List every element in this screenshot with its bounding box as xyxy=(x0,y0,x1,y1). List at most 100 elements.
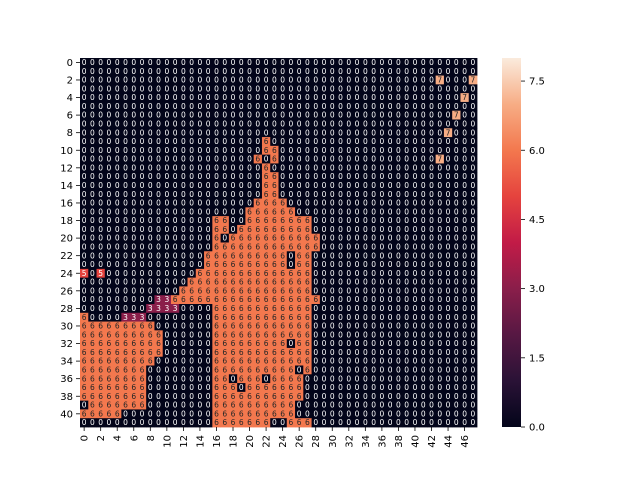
heatmap-cell xyxy=(187,418,197,428)
heatmap-cell xyxy=(468,101,478,112)
heatmap-cell-label: 0 xyxy=(313,392,318,401)
heatmap-cell xyxy=(352,154,362,164)
heatmap-cell-label: 0 xyxy=(115,67,120,76)
heatmap-cell xyxy=(435,347,445,358)
heatmap-cell xyxy=(286,418,296,428)
heatmap-cell xyxy=(386,409,395,419)
heatmap-cell-label: 0 xyxy=(322,67,327,76)
heatmap-cell-label: 0 xyxy=(214,172,219,181)
heatmap-cell xyxy=(195,233,205,243)
heatmap-cell-label: 0 xyxy=(181,207,186,216)
heatmap-cell-label: 0 xyxy=(156,242,161,251)
heatmap-cell xyxy=(137,198,147,208)
heatmap-cell-label: 0 xyxy=(454,93,459,102)
heatmap-cell-label: 0 xyxy=(338,339,343,348)
heatmap-cell xyxy=(394,383,403,393)
heatmap-cell xyxy=(377,154,387,164)
heatmap-cell-label: 0 xyxy=(280,67,285,76)
heatmap-cell xyxy=(170,347,180,358)
heatmap-cell-label: 0 xyxy=(429,374,434,383)
heatmap-cell-label: 0 xyxy=(363,322,368,331)
heatmap-cell-label: 0 xyxy=(173,286,178,295)
heatmap-cell xyxy=(187,216,197,226)
heatmap-cell-label: 0 xyxy=(115,163,120,172)
heatmap-cell xyxy=(344,365,354,375)
heatmap-cell-label: 0 xyxy=(338,401,343,410)
heatmap-cell xyxy=(386,295,395,305)
heatmap-cell-label: 0 xyxy=(363,278,368,287)
heatmap-cell xyxy=(170,242,180,252)
heatmap-cell xyxy=(427,347,437,358)
heatmap-cell-label: 0 xyxy=(421,128,426,137)
heatmap-cell-label: 6 xyxy=(107,339,112,348)
heatmap-cell xyxy=(137,400,147,410)
heatmap-cell-label: 6 xyxy=(131,392,136,401)
heatmap-cell-label: 0 xyxy=(421,137,426,146)
heatmap-cell xyxy=(394,391,403,402)
heatmap-cell xyxy=(104,101,114,112)
heatmap-cell-label: 0 xyxy=(255,84,260,93)
heatmap-cell-label: 0 xyxy=(421,234,426,243)
heatmap-cell-label: 0 xyxy=(214,84,219,93)
heatmap-cell xyxy=(468,295,478,305)
heatmap-cell xyxy=(253,312,263,322)
heatmap-cell-label: 0 xyxy=(462,58,467,67)
heatmap-cell xyxy=(328,233,337,243)
y-tick-label: 0 xyxy=(67,58,73,69)
heatmap-cell xyxy=(261,321,271,331)
heatmap-cell-label: 0 xyxy=(189,339,194,348)
heatmap-cell-label: 0 xyxy=(437,357,442,366)
heatmap-cell-label: 6 xyxy=(214,304,219,313)
heatmap-cell xyxy=(278,312,288,322)
heatmap-cell xyxy=(270,418,279,428)
heatmap-cell-label: 0 xyxy=(313,216,318,225)
heatmap-cell xyxy=(394,233,403,243)
heatmap-cell xyxy=(468,312,478,322)
heatmap-cell xyxy=(220,101,230,112)
heatmap-cell-label: 0 xyxy=(98,304,103,313)
heatmap-cell xyxy=(179,409,188,419)
heatmap-cell-label: 0 xyxy=(156,383,161,392)
heatmap-cell xyxy=(303,356,312,366)
heatmap-cell-label: 0 xyxy=(280,155,285,164)
heatmap-cell-label: 0 xyxy=(123,286,128,295)
heatmap-cell xyxy=(278,128,288,138)
heatmap-cell xyxy=(295,145,304,156)
heatmap-cell-label: 0 xyxy=(346,216,351,225)
x-axis-ticks: 0 2 4 6 8 10 12 14 16 18 20 22 24 26 28 30 32 34 36 38 40 42 4… xyxy=(80,427,471,448)
heatmap-cell xyxy=(319,418,329,428)
heatmap-cell-label: 0 xyxy=(181,330,186,339)
heatmap-cell-label: 0 xyxy=(305,93,310,102)
heatmap-cell xyxy=(88,189,97,199)
heatmap-cell xyxy=(204,383,213,393)
heatmap-cell-label: 0 xyxy=(115,260,120,269)
heatmap-cell-label: 0 xyxy=(330,84,335,93)
heatmap-cell-label: 6 xyxy=(255,234,260,243)
heatmap-cell-label: 6 xyxy=(247,401,252,410)
heatmap-cell xyxy=(352,277,362,287)
heatmap-cell xyxy=(96,304,106,314)
heatmap-cell xyxy=(468,339,478,349)
heatmap-cell xyxy=(204,356,213,366)
heatmap-cell-label: 0 xyxy=(181,84,186,93)
heatmap-cell xyxy=(468,207,478,217)
heatmap-cell-label: 0 xyxy=(173,181,178,190)
heatmap-cell xyxy=(96,330,106,340)
heatmap-cell xyxy=(278,286,288,296)
heatmap-cell xyxy=(104,181,114,191)
heatmap-cell xyxy=(195,75,205,85)
heatmap-cell xyxy=(344,383,354,393)
heatmap-cell xyxy=(419,286,428,296)
heatmap-cell-label: 6 xyxy=(255,383,260,392)
heatmap-cell-label: 6 xyxy=(247,278,252,287)
heatmap-cell-label: 0 xyxy=(148,295,153,304)
heatmap-cell-label: 0 xyxy=(297,84,302,93)
heatmap-cell-label: 0 xyxy=(371,392,376,401)
heatmap-cell xyxy=(435,119,445,129)
heatmap-cell-label: 0 xyxy=(181,357,186,366)
heatmap-cell xyxy=(137,321,147,331)
heatmap-cell xyxy=(377,233,387,243)
heatmap-cell xyxy=(80,101,89,112)
heatmap-cell xyxy=(204,93,213,103)
heatmap-cell-label: 0 xyxy=(164,383,169,392)
